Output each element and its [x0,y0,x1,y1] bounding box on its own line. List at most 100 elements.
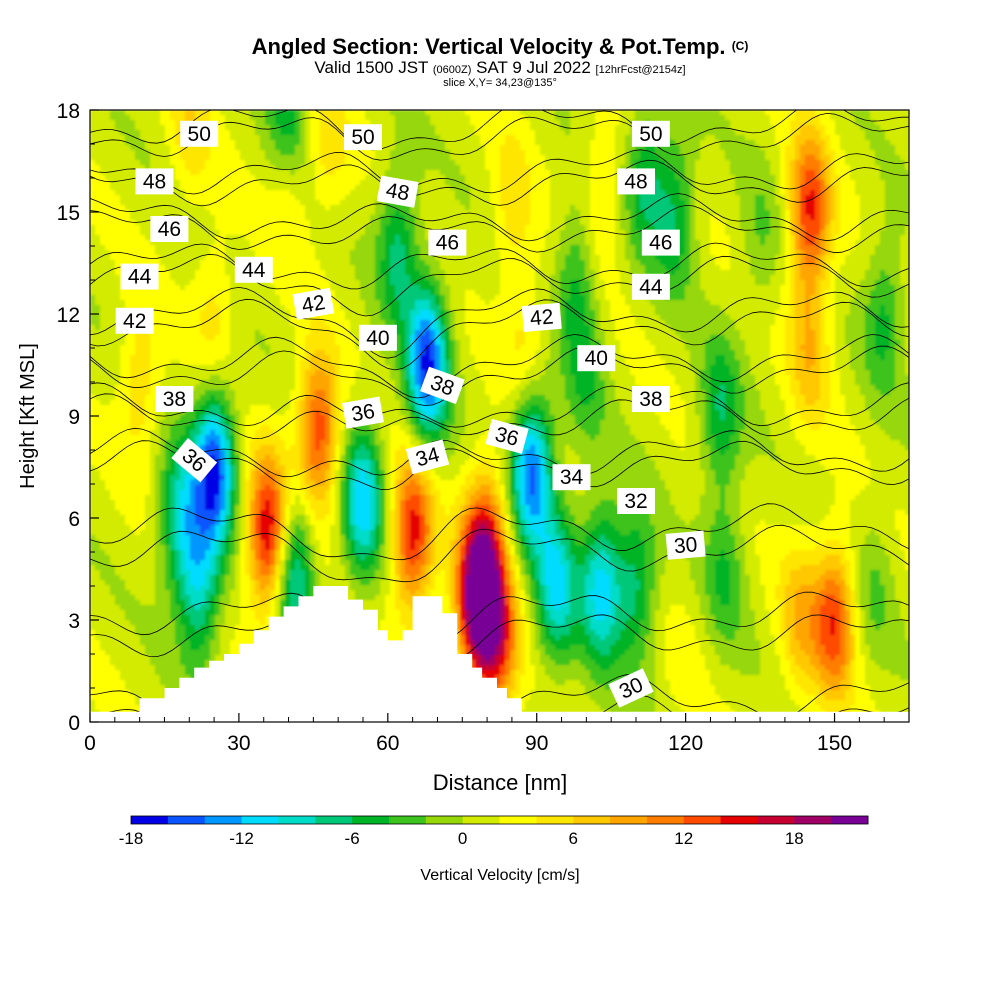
contour-label-text: 44 [128,266,152,289]
colorbar-tick-label: 12 [674,829,693,848]
contour-label: 44 [234,256,273,283]
contour-label: 46 [150,216,189,242]
isotherm-line [90,193,909,242]
contour-label: 42 [292,287,335,320]
chart-title: Angled Section: Vertical Velocity & Pot.… [0,34,1000,60]
colorbar-swatch [646,816,685,824]
x-tick-label: 0 [84,732,96,755]
colorbar-swatch [315,816,353,824]
colorbar-tick-label: -18 [119,829,144,848]
colorbar-swatch [720,816,758,824]
contour-label-text: 30 [673,533,698,558]
isotherm-line [90,159,909,207]
chart-subtitle: Valid 1500 JST (0600Z) SAT 9 Jul 2022 [1… [0,59,1000,79]
contour-label: 36 [342,396,384,429]
contour-label: 38 [155,386,194,412]
contour-label: 40 [577,345,616,372]
contour-label-text: 48 [624,170,647,193]
colorbar-tick-label: 18 [785,829,804,848]
isotherm-line [90,110,909,151]
colorbar-swatch [573,816,611,824]
colorbar-swatch [683,816,721,824]
contour-label-text: 48 [384,179,411,206]
isotherm-line [90,112,909,161]
contour-label: 50 [180,120,219,147]
contour-label: 48 [376,175,419,208]
x-axis-label: Distance [nm] [433,770,568,795]
vertical-velocity-field [90,110,909,712]
contour-label-text: 50 [188,123,211,146]
x-tick-label: 60 [376,732,399,755]
isotherm-line [90,503,909,561]
isotherm-line [90,345,909,407]
contour-label: 46 [428,229,467,256]
colorbar-swatch [352,816,390,824]
contour-label-text: 46 [158,218,181,241]
contour-label: 46 [641,229,680,256]
contour-label-text: 42 [300,291,327,318]
colorbar: -18 -12 -6 0 6 12 18 [119,815,869,848]
isotherm-line [90,204,909,254]
colorbar-tick-label: 0 [458,829,467,848]
contour-label: 42 [115,307,154,334]
contour-label: 40 [358,324,397,351]
isotherm-line [90,286,909,359]
contour-label: 48 [135,168,174,195]
contour-label-text: 44 [242,259,266,282]
colorbar-swatch [462,816,500,824]
colorbar-swatch [278,816,316,824]
contour-label-text: 34 [560,466,584,489]
contour-label: 36 [485,418,529,454]
contour-labels: 50 50 50 48 48 48 46 46 46 44 44 44 42 42 42 40 40 38 38 38… [115,120,706,708]
isotherm-line [90,242,909,290]
contour-label-text: 44 [639,276,663,299]
contour-label: 32 [617,488,655,514]
isotherm-line [90,334,909,399]
colorbar-label: Vertical Velocity [cm/s] [420,867,579,884]
contour-label: 30 [665,530,706,560]
contour-label-text: 38 [163,388,186,411]
isotherm-line [90,613,909,668]
colorbar-swatch [610,816,648,824]
contour-label-text: 42 [529,305,554,330]
y-tick-label: 15 [57,202,80,225]
contour-label: 38 [420,366,465,405]
colorbar-swatch [167,816,206,824]
contour-label-text: 48 [143,170,166,193]
y-tick-label: 3 [68,610,80,633]
isotherm-line [90,382,909,428]
contour-label: 44 [631,273,670,300]
isotherm-line [90,149,909,195]
colorbar-tick-label: -12 [229,829,254,848]
colorbar-tick-label: 6 [568,829,577,848]
y-tick-label: 12 [57,304,80,327]
y-tick-label: 0 [68,712,80,735]
contour-label: 38 [631,386,670,412]
contour-label: 50 [631,120,670,147]
colorbar-swatch [241,816,279,824]
colorbar-swatch [757,816,795,824]
contour-label-text: 40 [585,347,608,370]
contour-label: 48 [617,168,655,195]
contour-label: 44 [120,263,159,290]
x-tick-label: 150 [817,732,852,755]
contour-label-text: 42 [123,310,146,333]
x-tick-label: 30 [227,732,250,755]
slice-info: slice X,Y= 34,23@135° [0,77,1000,89]
x-tick-label: 120 [668,732,703,755]
terrain [90,586,909,722]
isotherm-line [90,298,909,371]
colorbar-swatch [131,816,169,824]
x-tick-label: 90 [525,732,548,755]
terrain-mask [90,586,909,722]
colorbar-swatch [204,816,242,824]
colorbar-swatch [536,816,574,824]
contour-label: 50 [344,124,382,151]
contour-label-text: 40 [366,327,389,350]
contour-label: 34 [405,439,450,475]
colorbar-tick-label: -6 [345,829,360,848]
isotherm-line [90,524,909,583]
contour-label-text: 46 [649,232,672,255]
